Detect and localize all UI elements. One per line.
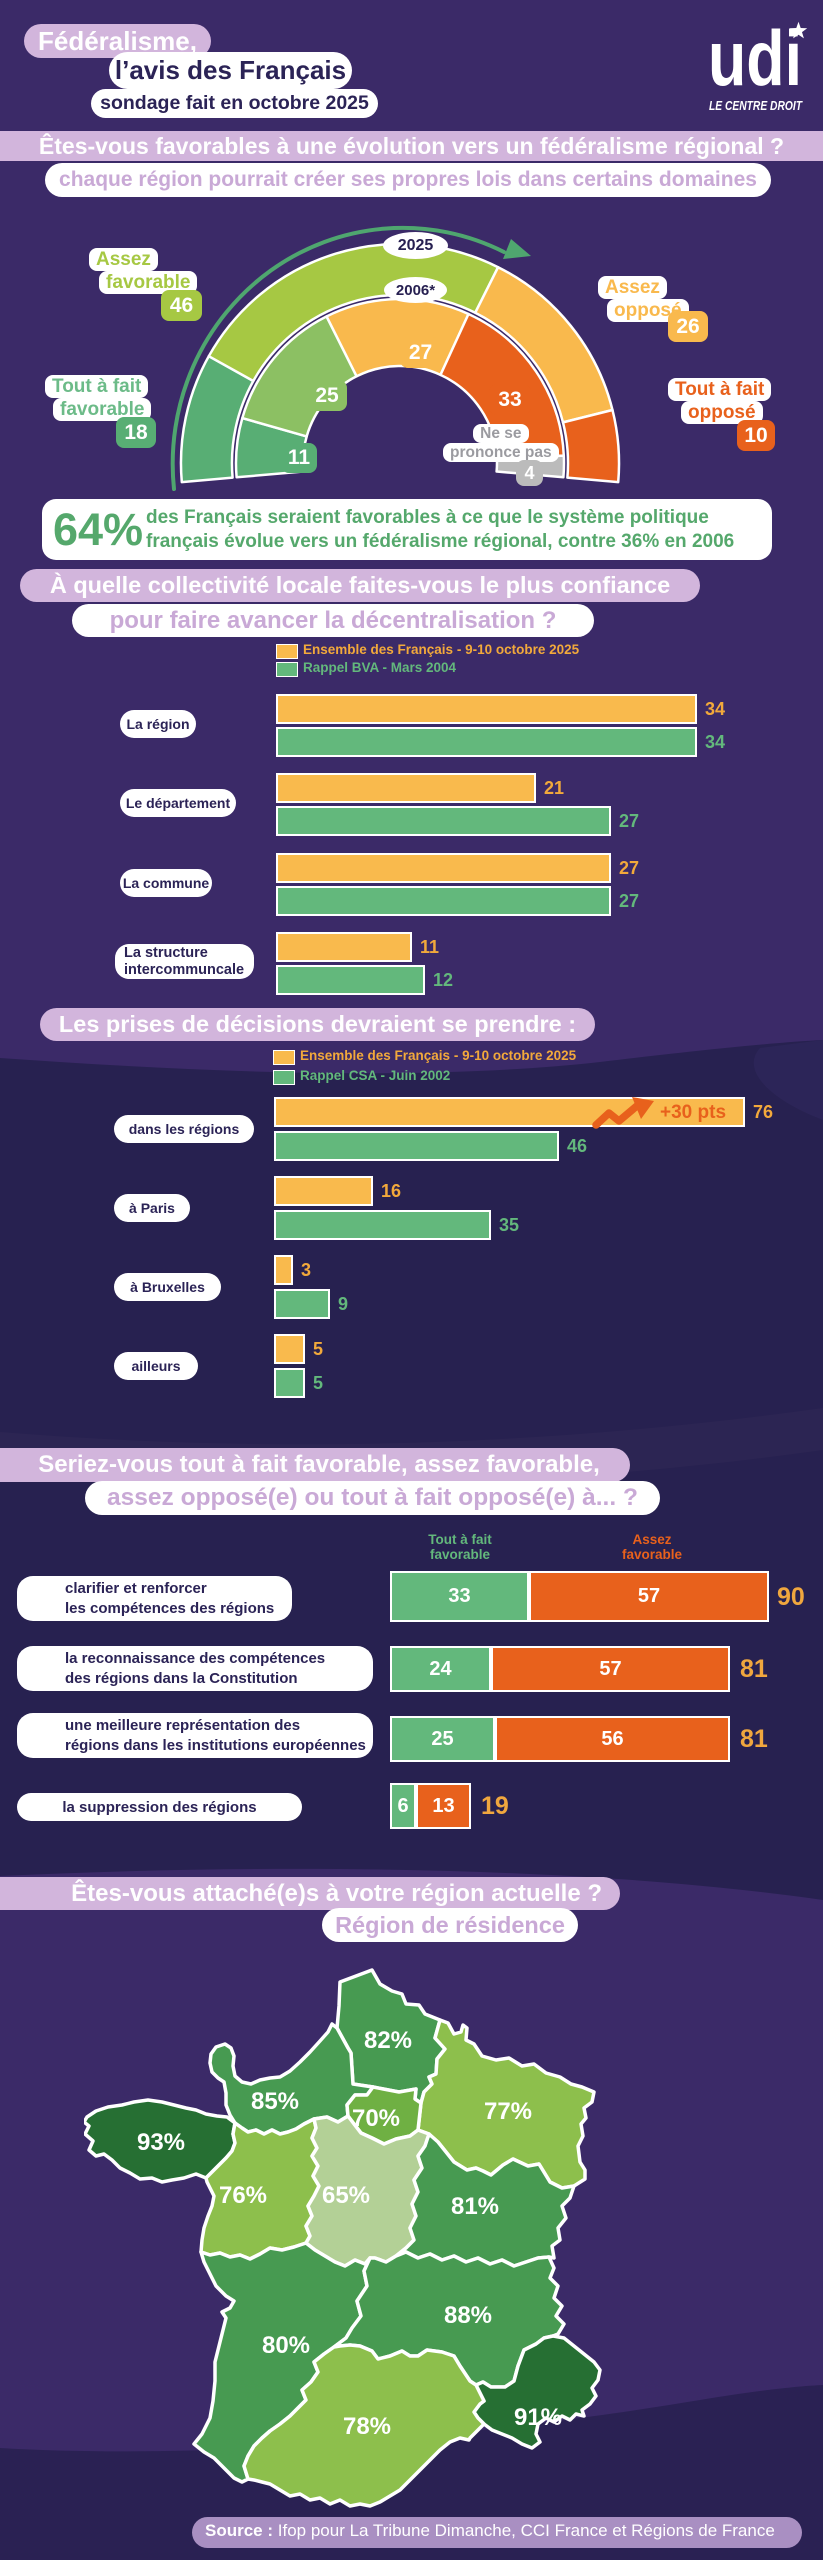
svg-text:udi: udi: [708, 14, 802, 102]
svg-text:76%: 76%: [219, 2182, 267, 2209]
svg-text:70%: 70%: [352, 2105, 400, 2132]
svg-text:LE CENTRE DROIT: LE CENTRE DROIT: [709, 98, 803, 113]
svg-text:85%: 85%: [251, 2088, 299, 2115]
svg-text:77%: 77%: [484, 2098, 532, 2125]
svg-text:93%: 93%: [137, 2129, 185, 2156]
svg-text:91%: 91%: [514, 2404, 562, 2431]
svg-text:81%: 81%: [451, 2193, 499, 2220]
svg-text:82%: 82%: [364, 2027, 412, 2054]
svg-text:80%: 80%: [262, 2332, 310, 2359]
svg-text:78%: 78%: [343, 2413, 391, 2440]
svg-text:88%: 88%: [444, 2302, 492, 2329]
svg-text:65%: 65%: [322, 2182, 370, 2209]
